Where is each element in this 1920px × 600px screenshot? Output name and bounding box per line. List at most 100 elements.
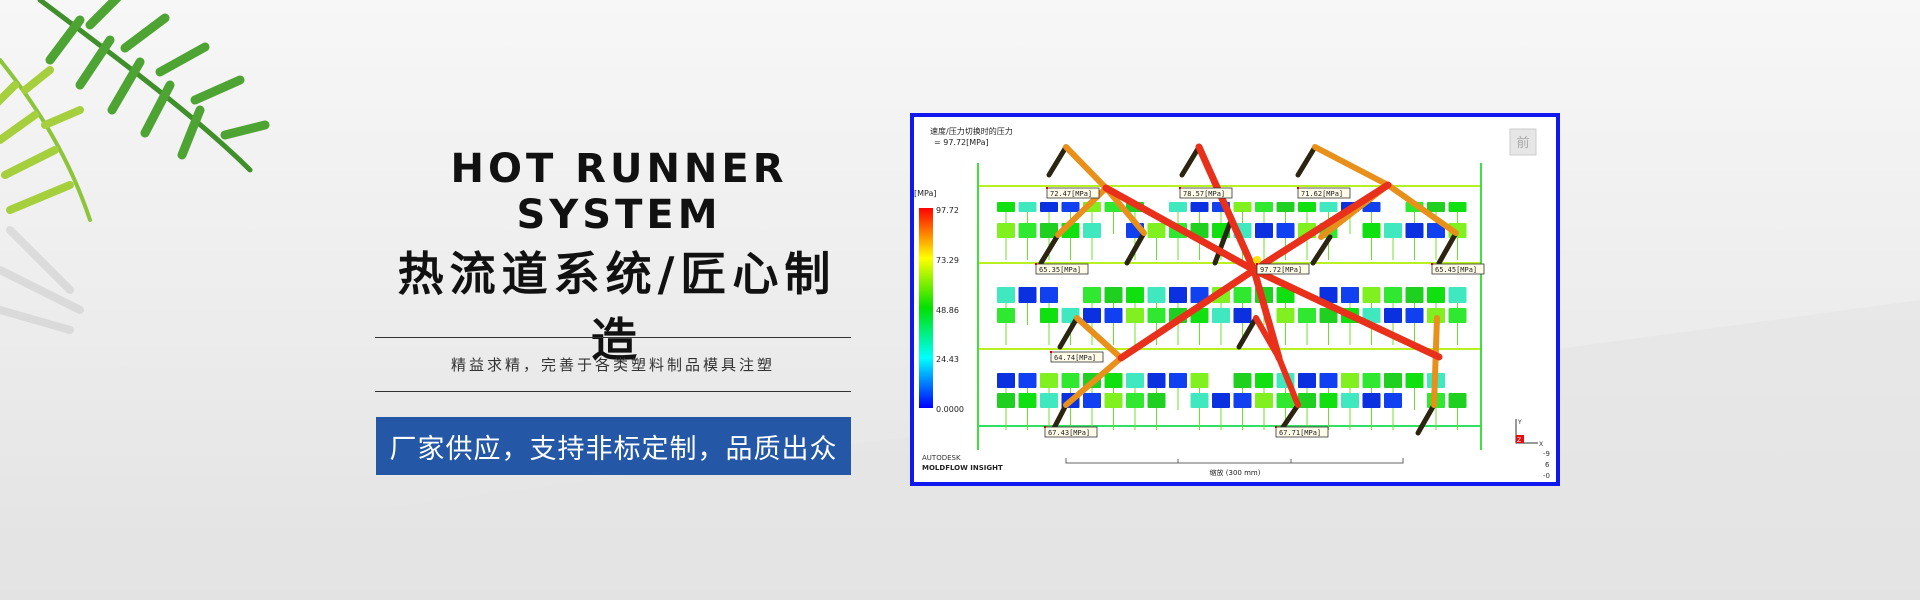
cavity-part xyxy=(1126,373,1144,388)
nozzle-pipe xyxy=(1057,315,1080,350)
main-runner-pipe xyxy=(1117,266,1258,362)
nozzle-pipe xyxy=(1436,230,1459,266)
cavity-part xyxy=(1298,393,1316,408)
cavity-part xyxy=(1362,287,1381,303)
nozzle-pipe xyxy=(1038,232,1061,266)
nozzle-pipe xyxy=(1415,402,1437,436)
cavity-part xyxy=(1126,308,1144,323)
pressure-label: 67.71[MPa] xyxy=(1275,426,1329,438)
pressure-label: 72.47[MPa] xyxy=(1046,187,1100,199)
pressure-label: 64.74[MPa] xyxy=(1050,351,1104,363)
brand-moldflow: MOLDFLOW INSIGHT xyxy=(922,464,1003,472)
svg-text:64.74[MPa]: 64.74[MPa] xyxy=(1054,354,1096,362)
pressure-label: 71.62[MPa] xyxy=(1297,187,1351,199)
cavity-part xyxy=(1212,308,1230,323)
cavity-part xyxy=(1384,373,1402,388)
cavity-part xyxy=(1083,308,1101,323)
nozzle-pipe xyxy=(1236,315,1259,350)
cavity-part xyxy=(1169,373,1187,388)
cavity-part xyxy=(1212,393,1230,408)
nozzle-pipe xyxy=(1124,230,1147,266)
cavity-part xyxy=(1126,287,1144,303)
cavity-part xyxy=(1298,373,1316,388)
branch-pipe xyxy=(1063,355,1124,408)
cavity-part xyxy=(1405,287,1424,303)
branch-pipe xyxy=(1312,144,1391,188)
svg-text:97.72[MPa]: 97.72[MPa] xyxy=(1260,266,1302,274)
cavity-part xyxy=(1341,393,1359,408)
runner-mesh xyxy=(977,163,1482,450)
cavity-part xyxy=(1104,373,1123,388)
main-runner-pipe xyxy=(1195,143,1258,274)
svg-text:71.62[MPa]: 71.62[MPa] xyxy=(1301,190,1343,198)
cavity-part xyxy=(1448,308,1467,323)
cavity-part xyxy=(1319,308,1338,323)
cavity-part xyxy=(1276,202,1295,212)
cavity-part xyxy=(1147,287,1166,303)
cavity-part xyxy=(1384,308,1402,323)
cavity-part xyxy=(997,393,1015,408)
nozzle-pipe xyxy=(1278,402,1301,433)
cavity-part xyxy=(1384,393,1402,408)
cavity-part xyxy=(997,287,1015,303)
main-runner-pipe xyxy=(1253,315,1282,361)
view-cube-button[interactable]: 前 xyxy=(1509,128,1537,156)
cavity-part xyxy=(1362,373,1381,388)
brand-autodesk: AUTODESK xyxy=(922,454,961,462)
cavity-part xyxy=(1040,223,1058,238)
cavity-part xyxy=(1255,202,1273,212)
cavity-part xyxy=(1040,308,1058,323)
scale-tick-label: 24.43 xyxy=(936,355,959,364)
svg-text:65.35[MPa]: 65.35[MPa] xyxy=(1039,266,1081,274)
cavity-part xyxy=(1061,373,1080,388)
cavity-part xyxy=(1233,202,1252,212)
subtitle: 精益求精，完善于各类塑料制品模具注塑 xyxy=(450,356,775,374)
moldflow-simulation-image: 速度/压力切换时的压力 = 97.72[MPa] [MPa] 97.72 73.2… xyxy=(910,113,1560,486)
sprue-point xyxy=(1253,256,1261,264)
main-runner-pipe xyxy=(1250,181,1392,274)
cavity-part xyxy=(1448,202,1467,212)
main-runner-pipe xyxy=(1102,184,1258,274)
cavity-part xyxy=(1018,202,1037,212)
scale-tick-label: 48.86 xyxy=(936,306,959,315)
svg-text:65.45[MPa]: 65.45[MPa] xyxy=(1435,266,1477,274)
svg-text:6: 6 xyxy=(1545,461,1550,469)
cavity-part xyxy=(1427,202,1445,212)
cavity-part xyxy=(1341,373,1359,388)
scale-tick-label: 0.0000 xyxy=(936,405,964,414)
cavity-part xyxy=(1233,308,1252,323)
scale-label: 缩放 (300 mm) xyxy=(1210,468,1261,477)
title-english: HOT RUNNER SYSTEM xyxy=(450,146,788,238)
cavity-part xyxy=(1040,202,1058,212)
promo-banner: 厂家供应，支持非标定制，品质出众 xyxy=(376,417,851,475)
cavity-part xyxy=(1405,373,1424,388)
cavity-part xyxy=(1298,202,1316,212)
cavity-part xyxy=(1427,287,1445,303)
cavity-part xyxy=(1405,223,1424,238)
result-title: 速度/压力切换时的压力 xyxy=(930,126,1013,136)
cavity-part xyxy=(1233,373,1252,388)
cavity-part xyxy=(1083,287,1101,303)
nozzle-pipe xyxy=(1310,234,1333,266)
svg-text:78.57[MPa]: 78.57[MPa] xyxy=(1183,190,1225,198)
cavity-part xyxy=(1319,202,1338,212)
pressure-label: 78.57[MPa] xyxy=(1179,187,1233,199)
cavity-part xyxy=(1362,308,1381,323)
cavity-part xyxy=(1018,393,1037,408)
main-runner-pipe xyxy=(1276,355,1301,408)
cavity-part xyxy=(1190,202,1209,212)
axis-triad: Y Z X -9 6 -0 xyxy=(1515,419,1550,480)
result-value: = 97.72[MPa] xyxy=(934,138,989,147)
cavity-part xyxy=(1276,223,1295,238)
cavity-part xyxy=(1384,223,1402,238)
cavity-part xyxy=(1448,393,1467,408)
cavity-part xyxy=(1018,287,1037,303)
cavity-part xyxy=(1040,287,1058,303)
cavity-part xyxy=(1083,393,1101,408)
cavity-part xyxy=(1276,308,1295,323)
svg-text:67.71[MPa]: 67.71[MPa] xyxy=(1279,429,1321,437)
unit-label: [MPa] xyxy=(914,189,937,198)
cavity-part xyxy=(1083,223,1101,238)
svg-text:-0: -0 xyxy=(1543,472,1550,480)
cavity-part xyxy=(1233,287,1252,303)
